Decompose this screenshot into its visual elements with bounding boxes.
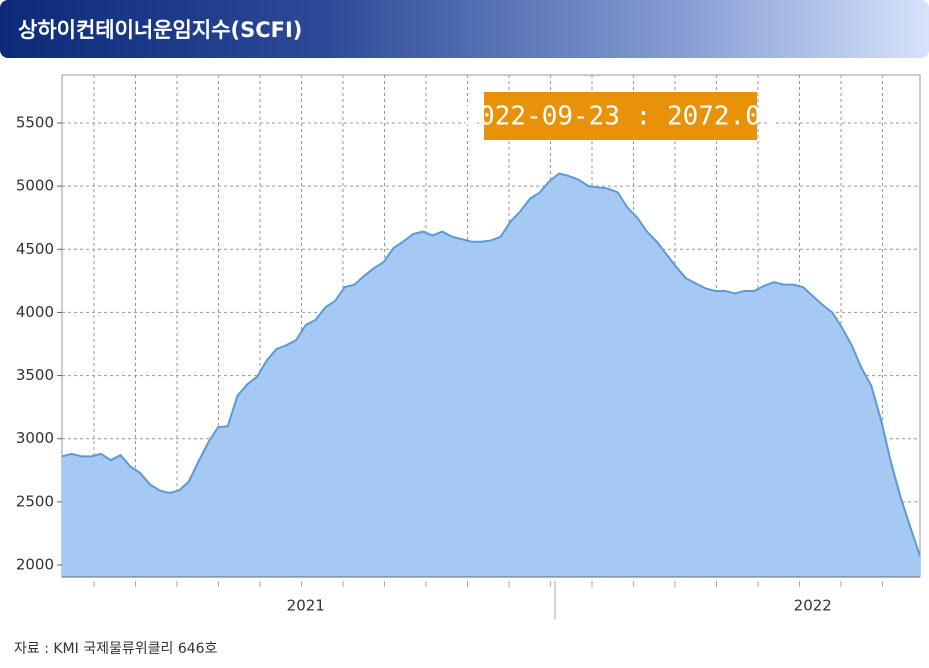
y-tick-label: 2500 [16,492,54,510]
x-tick-label: 2021 [287,597,325,615]
y-tick-label: 5000 [16,177,54,195]
y-tick-label: 4000 [16,303,54,321]
source: 자료 : KMI 국제물류위클리 646호 [14,641,218,657]
y-tick-label: 5500 [16,113,54,131]
line [61,172,921,557]
area [62,173,920,577]
y-tick-label: 3000 [16,429,54,447]
annotation: 2022-09-23 : 2072.04 [463,102,776,132]
chart: 2000 2500 3000 3500 4000 4500 5000 5500 2021 2022… [16,74,921,619]
x-tick-label: 2022 [794,597,832,615]
header: 상하이컨테이너운임지수(SCFI) [0,0,929,58]
y-tick-label: 4500 [16,240,54,258]
annotation-box [484,92,757,140]
y-tick-label: 2000 [16,556,54,574]
title: 상하이컨테이너운임지수(SCFI) [18,18,303,42]
y-tick-label: 3500 [16,366,54,384]
